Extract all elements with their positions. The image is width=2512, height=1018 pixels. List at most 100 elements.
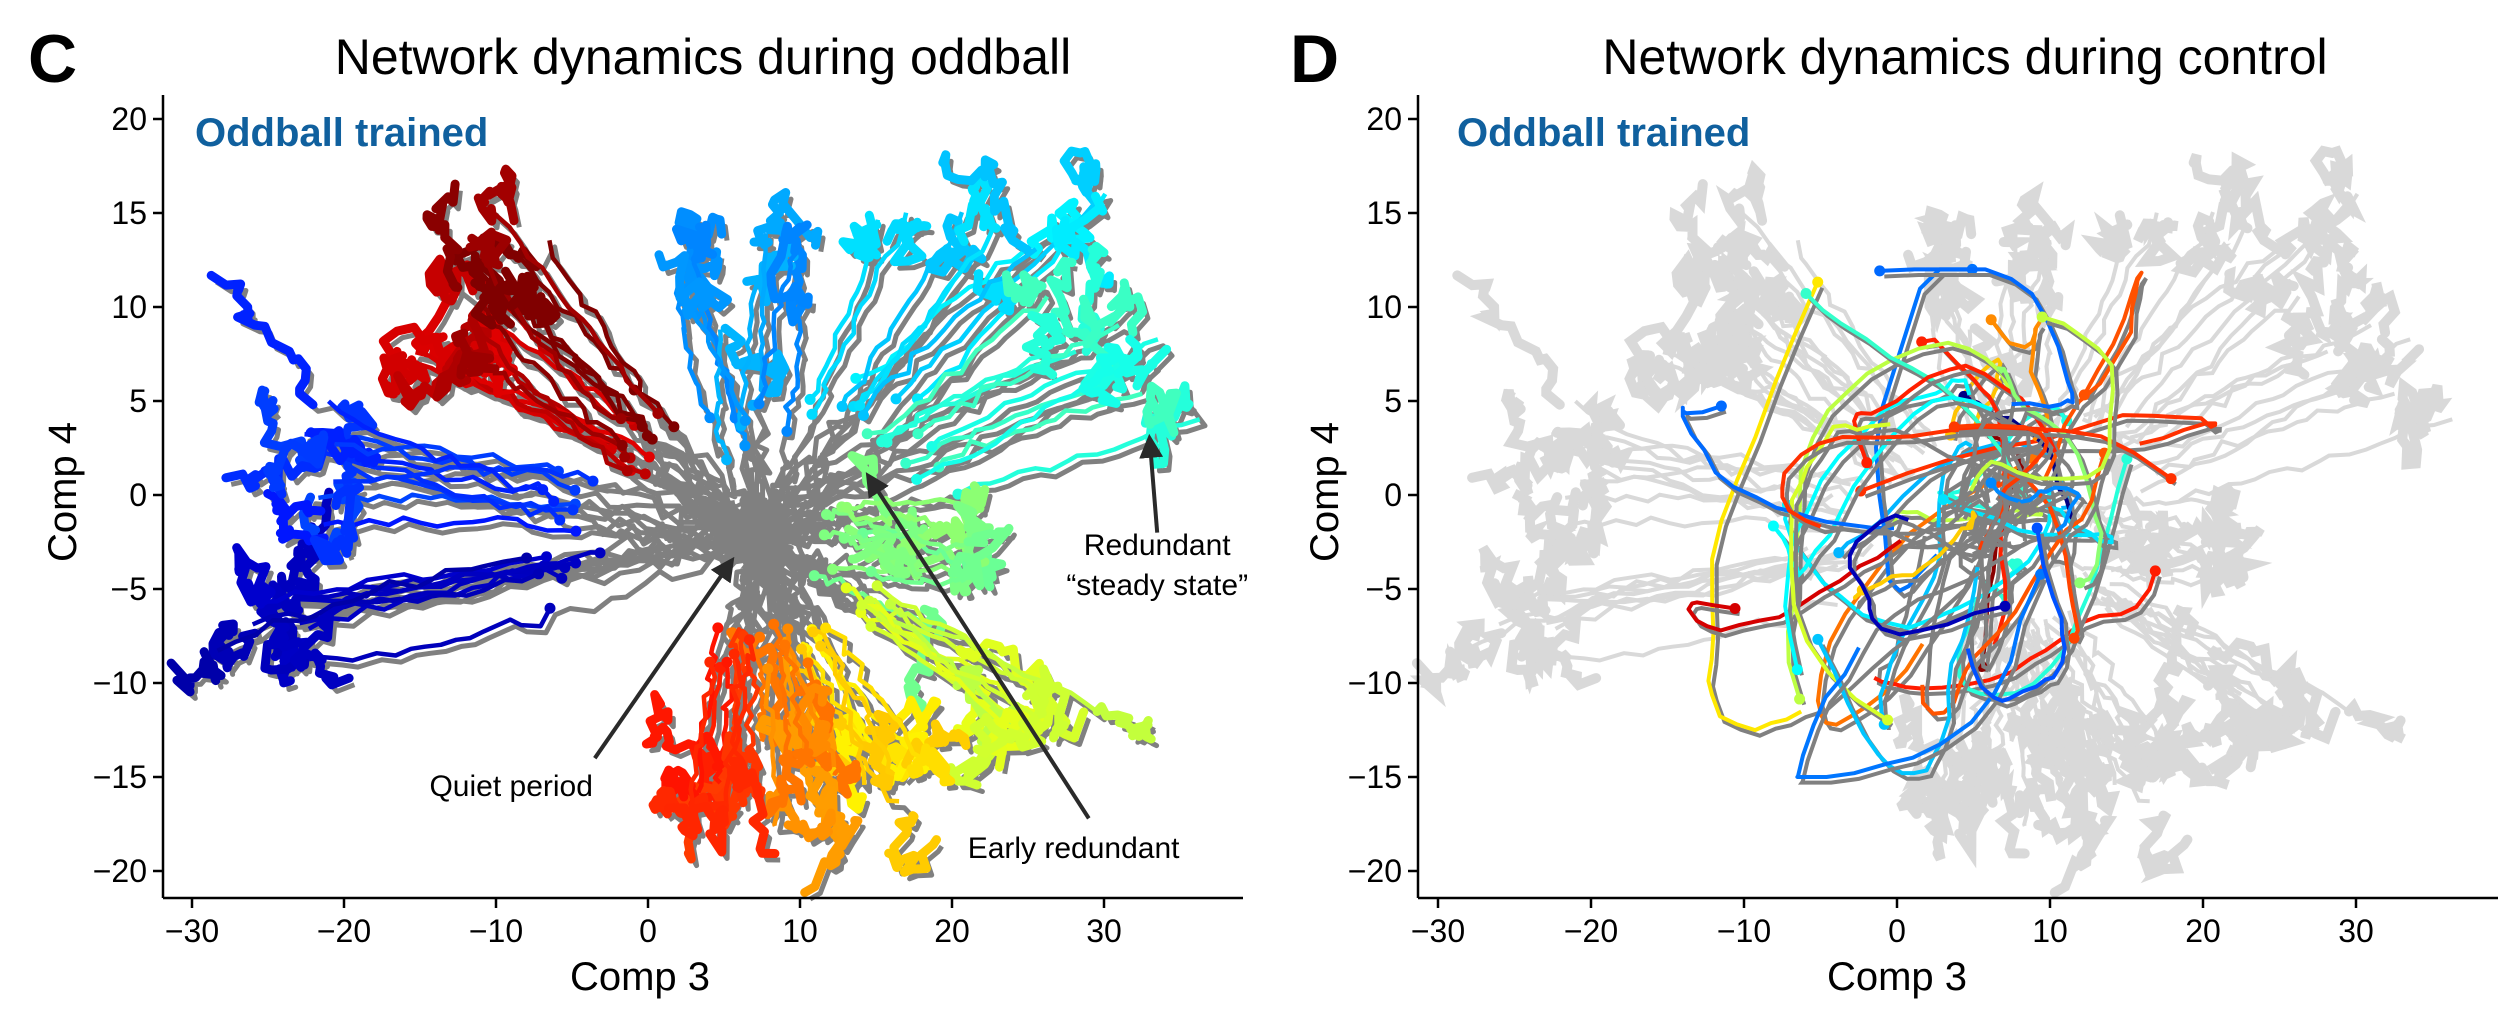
trajectory-marker-c-97	[643, 451, 655, 463]
gray-trajectory-d-36	[1797, 539, 2048, 785]
trajectory-marker-c-2	[556, 572, 568, 584]
steady-state-c-38	[1001, 270, 1047, 308]
trajectory-marker-c-33	[854, 400, 866, 412]
trajectory-c-13	[308, 447, 562, 522]
background-steady-d-71	[2156, 746, 2215, 788]
background-trajectory-d-44	[2102, 342, 2305, 462]
trajectory-marker-d-29	[2165, 473, 2177, 485]
background-steady-d-76	[2049, 788, 2109, 898]
steady-state-c-105	[422, 179, 463, 292]
trajectory-d-27	[1789, 422, 1891, 722]
background-trajectory-d-49	[2086, 503, 2204, 534]
y-axis-label-d: Comp 4	[1303, 422, 1347, 562]
background-steady-d-65	[2137, 810, 2193, 884]
background-steady-d-7	[1533, 594, 1603, 691]
steady-state-c-24	[654, 250, 732, 320]
trajectory-c-100	[547, 239, 676, 429]
trajectory-marker-d-23	[1715, 400, 1727, 412]
background-steady-d-30	[2309, 145, 2355, 220]
trajectory-d-9	[1874, 267, 1973, 593]
trajectory-marker-d-39	[1999, 600, 2011, 612]
trajectory-c-70	[819, 644, 896, 777]
steady-state-c-53	[903, 604, 947, 718]
steady-state-c-29	[838, 210, 882, 263]
trajectory-marker-c-78	[768, 618, 780, 630]
trajectory-marker-c-104	[652, 407, 664, 419]
trajectory-marker-c-34	[857, 409, 869, 421]
background-trajectory-d-35	[2052, 212, 2159, 427]
trajectory-marker-c-73	[754, 631, 766, 643]
quiet-core-c-52	[755, 546, 787, 589]
trajectory-marker-c-98	[621, 465, 633, 477]
y-tick-label-c-5: 5	[129, 383, 147, 419]
steady-state-c-51	[949, 501, 994, 597]
trajectory-marker-c-87	[728, 648, 740, 660]
y-tick-label-c-3: −5	[111, 571, 147, 607]
trajectory-c-26	[756, 251, 799, 405]
trajectory-c-98	[476, 327, 629, 473]
trajectory-marker-d-32	[1812, 633, 1824, 645]
gray-trajectory-d-22	[1776, 401, 2032, 586]
trajectory-c-82	[728, 627, 744, 768]
annotation-arrow-2	[1139, 433, 1164, 533]
trajectory-marker-d-13	[1729, 602, 1741, 614]
steady-state-c-65	[884, 811, 941, 877]
steady-state-c-17	[206, 270, 318, 410]
steady-state-c-70	[901, 719, 971, 769]
background-steady-d-34	[2188, 151, 2284, 255]
steady-state-c-26	[766, 220, 813, 309]
background-steady-d-53	[2153, 604, 2200, 719]
trajectory-marker-c-84	[721, 656, 733, 668]
y-tick-label-c-0: −20	[93, 853, 147, 889]
background-steady-d-70	[2151, 721, 2222, 776]
trajectory-marker-d-34	[1874, 265, 1886, 277]
trajectory-marker-d-26	[1861, 457, 1873, 469]
background-steady-d-106	[1713, 220, 1763, 274]
gray-trajectory-d-19	[1787, 383, 2030, 676]
background-steady-d-62	[2217, 707, 2306, 762]
trajectory-d-30	[1920, 452, 2107, 716]
background-steady-d-107	[1715, 273, 1791, 339]
chart-title-c: Network dynamics during oddball	[335, 29, 1071, 85]
trajectory-marker-c-37	[900, 457, 912, 469]
steady-state-c-5	[208, 619, 260, 673]
background-steady-d-26	[2015, 220, 2064, 312]
trajectory-marker-c-15	[569, 484, 581, 496]
background-steady-d-25	[1998, 181, 2075, 252]
trajectory-marker-c-5	[533, 568, 545, 580]
quiet-core-c-20	[763, 528, 796, 571]
trajectory-marker-c-68	[796, 643, 808, 655]
trajectory-d-23	[1680, 404, 1895, 531]
trajectory-c-104	[492, 211, 660, 415]
trajectory-marker-c-30	[890, 393, 902, 405]
steady-state-c-40	[1142, 381, 1181, 438]
trajectory-d-13	[1686, 538, 1902, 633]
trajectory-marker-c-52	[865, 566, 877, 578]
background-trajectory-d-6	[1507, 544, 1829, 604]
steady-state-c-28	[925, 213, 987, 277]
background-steady-d-52	[2195, 525, 2265, 589]
steady-state-c-8	[166, 647, 226, 697]
steady-state-c-60	[1022, 664, 1071, 743]
y-axis-label-c: Comp 4	[41, 422, 85, 562]
background-steady-d-14	[1551, 421, 1636, 474]
trajectory-c-107	[516, 288, 655, 441]
background-trajectory-d-61	[2082, 571, 2268, 731]
trajectory-c-5	[251, 571, 540, 627]
steady-state-c-18	[674, 207, 727, 278]
trajectory-marker-d-19	[1791, 664, 1803, 676]
trajectory-c-22	[713, 329, 730, 460]
background-trajectory-d-99	[1757, 298, 1927, 449]
trajectory-c-86	[696, 627, 721, 794]
background-steady-d-87	[1896, 778, 1979, 823]
trajectory-c-44	[879, 342, 1053, 442]
trajectory-marker-c-46	[820, 509, 832, 521]
trajectory-c-102	[492, 370, 627, 458]
trajectory-marker-c-80	[779, 639, 791, 651]
background-steady-d-89	[1912, 800, 1980, 869]
steady-state-c-80	[763, 748, 816, 820]
steady-state-c-32	[972, 269, 1015, 316]
annotation-label-2: Redundant	[1084, 529, 1231, 562]
trajectory-marker-c-45	[827, 563, 839, 575]
trajectory-marker-c-29	[804, 393, 816, 405]
